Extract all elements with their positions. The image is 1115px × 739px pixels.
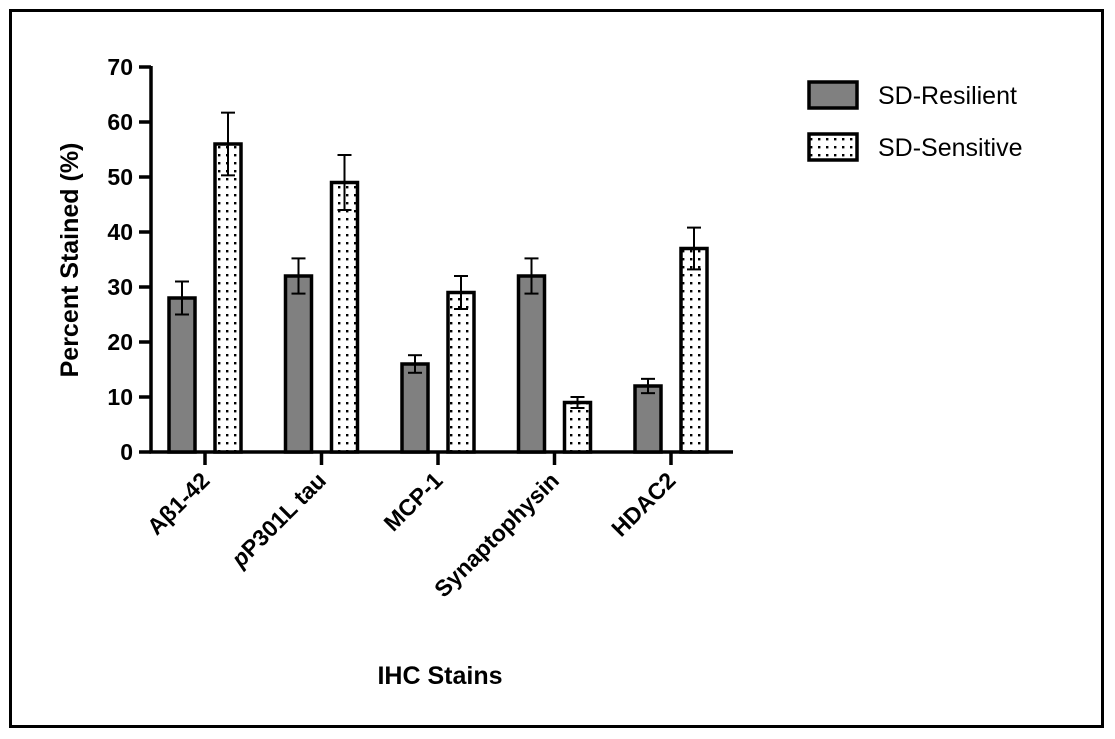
bar-sd-sensitive xyxy=(679,246,709,454)
bar-sd-sensitive xyxy=(446,290,476,454)
y-tick-label: 20 xyxy=(107,329,133,355)
y-tick-label: 50 xyxy=(107,164,133,190)
y-tick-label: 10 xyxy=(107,384,133,410)
y-axis-title: Percent Stained (%) xyxy=(56,143,84,378)
bar-sd-resilient xyxy=(516,274,547,454)
bar-sd-resilient xyxy=(400,362,430,454)
bar-sd-sensitive xyxy=(329,180,360,454)
legend-label: SD-Sensitive xyxy=(878,134,1023,162)
y-tick-label: 40 xyxy=(107,219,133,245)
y-tick-label: 30 xyxy=(107,274,133,300)
bar-sd-sensitive xyxy=(562,400,593,454)
legend-swatch xyxy=(807,80,859,110)
x-tick-label: MCP-1 xyxy=(379,467,448,536)
bar-sd-sensitive xyxy=(213,142,243,454)
legend-label: SD-Resilient xyxy=(878,82,1017,110)
error-bars xyxy=(175,111,701,409)
bars xyxy=(167,142,709,454)
x-tick-label: pP301L tau xyxy=(225,467,331,573)
figure-frame xyxy=(9,9,1104,728)
bar-sd-resilient xyxy=(283,274,314,454)
y-tick-label: 0 xyxy=(120,439,133,465)
legend-swatch xyxy=(807,132,859,162)
x-axis-title: IHC Stains xyxy=(377,662,502,690)
y-tick-label: 60 xyxy=(107,109,133,135)
x-tick-label: Aβ1-42 xyxy=(142,467,215,540)
y-ticks: 0 10 20 30 40 50 60 70 xyxy=(107,54,151,465)
y-tick-label: 70 xyxy=(107,54,133,80)
bar-sd-resilient xyxy=(167,296,197,454)
x-tick-label: Synaptophysin xyxy=(429,467,564,602)
legend: SD-Resilient SD-Sensitive xyxy=(807,80,1023,162)
bar-sd-resilient xyxy=(633,384,663,454)
x-tick-label: HDAC2 xyxy=(606,467,680,541)
